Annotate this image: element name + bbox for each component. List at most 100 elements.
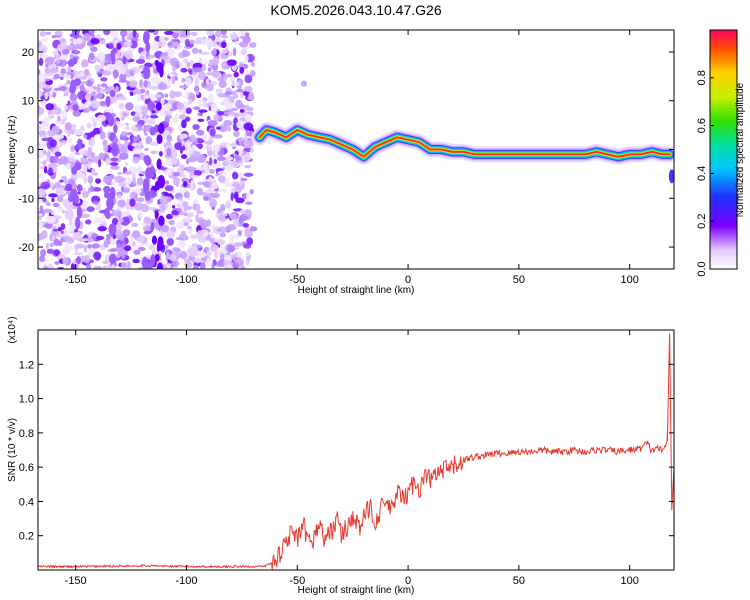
noise-blob — [158, 83, 168, 91]
noise-blob — [61, 210, 66, 214]
noise-blob — [184, 38, 190, 48]
snr-ytick-label: 0.8 — [19, 428, 34, 440]
snr-plot-area — [38, 330, 674, 570]
noise-streak — [72, 104, 79, 112]
noise-blob — [124, 50, 134, 59]
noise-blob — [86, 206, 95, 213]
noise-blob — [69, 93, 78, 102]
noise-blob — [144, 147, 149, 152]
noise-blob — [90, 38, 100, 45]
noise-blob — [129, 40, 138, 49]
noise-blob — [204, 189, 215, 194]
noise-blob — [63, 229, 70, 236]
spectrogram-xtick-label: 50 — [513, 274, 525, 286]
noise-blob — [216, 247, 221, 254]
noise-blob — [247, 106, 254, 112]
noise-blob — [73, 50, 80, 55]
noise-blob — [163, 103, 173, 110]
noise-blob — [212, 150, 216, 158]
spectrogram-ytick-label: 0 — [28, 145, 34, 157]
noise-blob — [194, 77, 200, 87]
noise-blob — [126, 80, 130, 87]
noise-blob — [244, 209, 252, 217]
noise-blob — [207, 94, 215, 103]
noise-blob — [45, 215, 56, 224]
noise-blob — [220, 30, 227, 36]
snr-x-ticks: -150 -100 -50 0 50 100 — [65, 330, 639, 587]
noise-streak — [109, 186, 116, 200]
noise-streak — [156, 262, 164, 269]
noise-blob — [135, 58, 146, 64]
noise-blob — [222, 213, 228, 217]
noise-blob — [164, 266, 168, 269]
noise-blob — [165, 180, 170, 185]
noise-streak — [75, 216, 81, 230]
noise-blob — [229, 32, 238, 40]
noise-blob — [116, 42, 122, 50]
noise-blob — [206, 72, 214, 76]
noise-blob — [57, 206, 63, 213]
snr-ytick-label: 0.4 — [19, 496, 34, 508]
noise-blob — [59, 85, 67, 92]
noise-blob — [57, 227, 62, 232]
noise-streak — [151, 235, 158, 245]
noise-blob — [64, 122, 72, 131]
noise-blob — [52, 228, 59, 232]
colorbar-ticks: 0.0 0.2 0.4 0.6 0.8 — [696, 70, 714, 277]
noise-blob — [46, 151, 51, 159]
noise-blob — [164, 93, 169, 98]
noise-blob — [125, 122, 129, 126]
noise-blob — [117, 96, 127, 101]
snr-series-line — [38, 333, 674, 570]
noise-blob — [244, 32, 250, 37]
noise-blob — [130, 207, 135, 211]
noise-blob — [159, 107, 166, 116]
noise-blob — [84, 93, 92, 101]
noise-blob — [186, 212, 194, 218]
noise-blob — [186, 225, 192, 230]
snr-xtick-label: 0 — [405, 575, 411, 587]
noise-streak — [155, 102, 162, 111]
noise-blob — [147, 30, 155, 33]
noise-blob — [218, 175, 226, 183]
noise-blob — [225, 200, 232, 209]
noise-blob — [244, 74, 253, 84]
noise-blob — [38, 69, 41, 75]
noise-blob — [240, 91, 244, 99]
noise-blob — [190, 31, 198, 36]
noise-blob — [243, 155, 250, 163]
noise-blob — [50, 208, 56, 216]
noise-blob — [54, 261, 60, 265]
noise-blob — [214, 37, 222, 43]
noise-blob — [191, 151, 202, 159]
noise-blob — [92, 200, 99, 205]
noise-blob — [61, 118, 66, 124]
noise-blob — [97, 73, 103, 78]
noise-blob — [83, 134, 88, 139]
noise-blob — [171, 75, 176, 85]
noise-blob — [120, 262, 128, 269]
noise-blob — [128, 79, 138, 88]
noise-blob — [117, 199, 126, 208]
noise-blob — [43, 159, 47, 168]
noise-blob — [239, 66, 245, 74]
noise-blob — [38, 151, 45, 159]
noise-blob — [193, 67, 202, 73]
spectrogram-x-axis-label: Height of straight line (km) — [298, 285, 415, 296]
noise-blob — [225, 111, 235, 116]
noise-blob — [183, 191, 190, 199]
noise-blob — [132, 241, 136, 246]
spectrogram-xtick-label: -50 — [289, 274, 305, 286]
noise-blob — [110, 30, 119, 39]
noise-blob — [240, 48, 247, 55]
noise-blob — [78, 150, 85, 156]
noise-blob — [78, 75, 88, 80]
noise-blob — [150, 150, 157, 155]
noise-blob — [100, 59, 105, 69]
noise-blob — [103, 175, 113, 184]
noise-streak — [108, 253, 117, 265]
noise-blob — [233, 131, 240, 138]
noise-blob — [230, 187, 236, 194]
noise-blob — [225, 264, 233, 269]
noise-blob — [233, 71, 239, 78]
